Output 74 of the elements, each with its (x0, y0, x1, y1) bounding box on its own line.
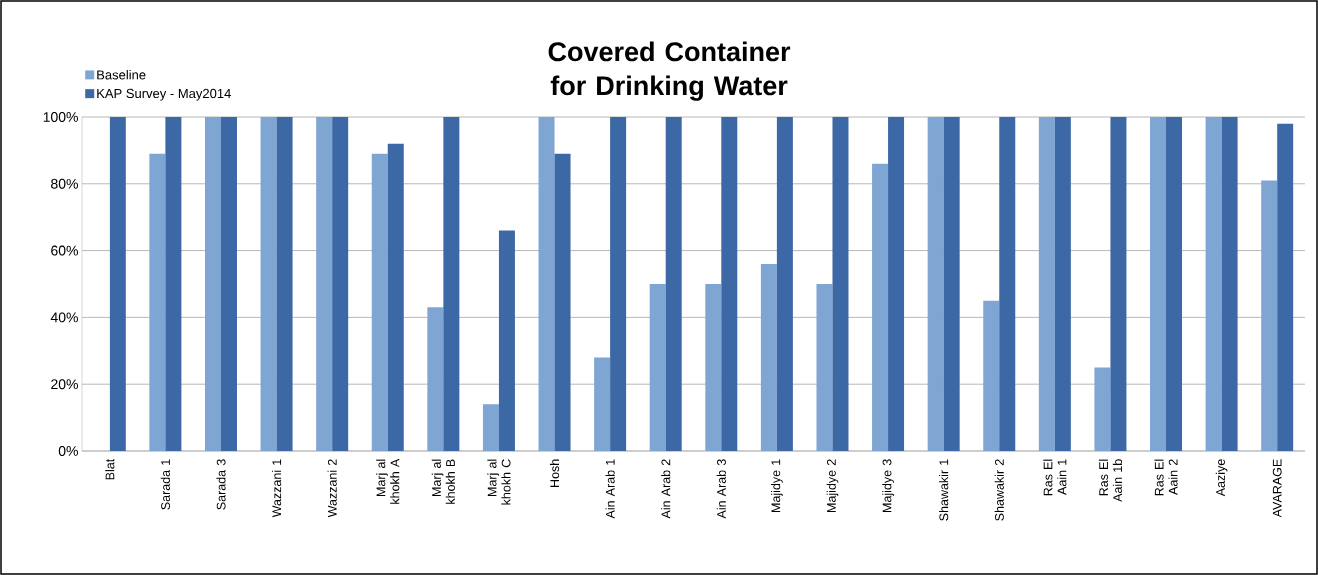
bar (1038, 116, 1055, 451)
bar (316, 116, 333, 451)
x-tick-label: Ras El Aain 2 (1154, 459, 1178, 496)
bar (927, 116, 944, 451)
x-tick-label: Wazzani 1 (271, 459, 282, 518)
x-tick-label: Hosh (549, 459, 560, 487)
y-tick-label: 40% (50, 312, 78, 323)
bar (276, 116, 293, 451)
bar (721, 116, 738, 451)
bar (888, 116, 905, 451)
x-tick-label: Blat (105, 458, 115, 480)
x-tick-label: Sarada 1 (160, 459, 170, 510)
bar (443, 116, 460, 451)
x-tick-label: Marj al khokh C (487, 459, 511, 505)
x-tick-label: Marj al khokh A (376, 458, 400, 504)
bar (220, 116, 237, 451)
bar (1150, 116, 1167, 451)
x-tick-label: Majidye 3 (882, 459, 894, 512)
x-tick-label: AVARAGE (1272, 459, 1282, 518)
bar (1094, 367, 1111, 451)
bar (760, 263, 777, 451)
x-tick-label: Ras El Aain 1b (1098, 459, 1123, 502)
bar (1166, 116, 1183, 451)
x-tick-label: Marj al khokh B (431, 459, 455, 504)
bar (999, 116, 1016, 451)
bar (816, 283, 833, 451)
x-tick-label: Ain Arab 1 (605, 459, 615, 519)
bar (610, 116, 627, 451)
bar (538, 116, 555, 451)
bar (165, 116, 182, 451)
bar (594, 357, 611, 451)
x-tick-label: Aaziye (1215, 459, 1228, 497)
legend-label: Baseline (97, 69, 146, 80)
bar (260, 116, 277, 451)
bar (371, 153, 388, 451)
bar (204, 116, 221, 451)
bar (1261, 180, 1278, 451)
bar (482, 404, 499, 451)
x-tick-label: Ain Arab 2 (661, 459, 671, 519)
bar (776, 116, 793, 451)
y-tick-label: 0% (58, 446, 78, 456)
bar (665, 116, 682, 451)
y-tick-label: 100% (43, 112, 78, 122)
bar (705, 283, 722, 451)
legend-label: KAP Survey - May2014 (97, 88, 231, 101)
x-tick-label: Ras El Aain 1 (1043, 459, 1067, 496)
bar (943, 116, 960, 451)
bar (1054, 116, 1071, 451)
bar (872, 163, 889, 451)
x-tick-label: Majidye 2 (826, 459, 839, 512)
bar (1205, 116, 1222, 451)
bar (427, 307, 444, 451)
bar (1110, 116, 1127, 451)
bar (983, 300, 1000, 451)
bar (498, 230, 515, 451)
bar (387, 143, 404, 451)
x-tick-label: Majidye 1 (771, 459, 783, 512)
x-tick-label: Wazzani 2 (327, 459, 337, 518)
x-tick-label: Ain Arab 3 (716, 459, 726, 519)
y-tick-label: 20% (51, 379, 78, 390)
x-tick-label: Shawakir 1 (939, 459, 949, 521)
bar (649, 283, 666, 451)
bar (1221, 116, 1238, 451)
bar (109, 116, 126, 451)
bar (1277, 123, 1294, 451)
x-tick-label: Sarada 3 (216, 459, 226, 510)
chart-title: Covered Container for Drinking Water (548, 41, 791, 101)
x-tick-label: Shawakir 2 (994, 459, 1004, 521)
bar (149, 153, 166, 451)
bar (332, 116, 349, 451)
y-tick-label: 60% (51, 245, 78, 256)
bar (554, 153, 571, 451)
y-tick-label: 80% (51, 178, 78, 189)
bar (832, 116, 849, 451)
